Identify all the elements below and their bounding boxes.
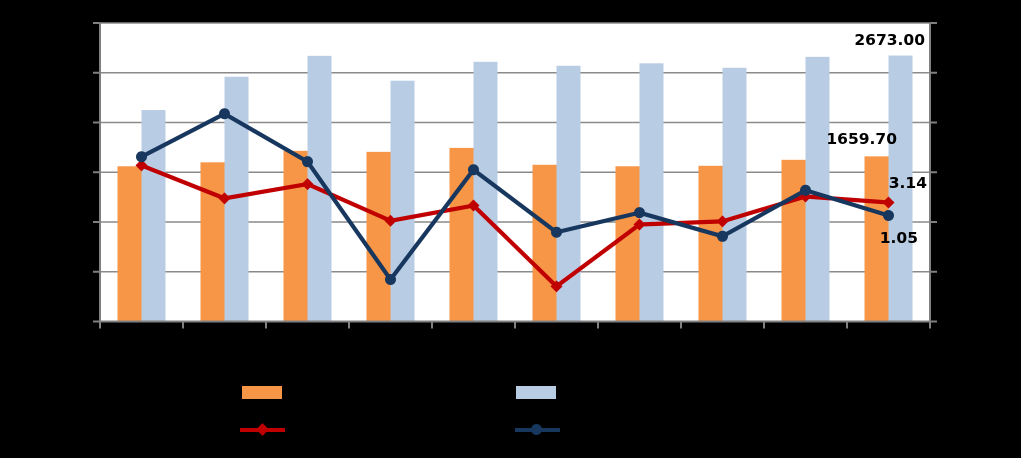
- red-line-marker-2: [218, 192, 231, 205]
- data-label-lightblue-bars: 2673.00: [854, 31, 925, 49]
- navy-line-marker-1: [136, 151, 147, 163]
- navy-line-marker-10: [883, 209, 894, 221]
- orange-bars-bar-9: [781, 159, 806, 322]
- orange-bars-bar-4: [366, 151, 391, 322]
- legend-marker-red-line-icon: [240, 423, 285, 436]
- red-line-marker-8: [716, 215, 729, 228]
- lightblue-bars-bar-5: [473, 61, 498, 322]
- red-line-marker-3: [301, 178, 314, 191]
- red-line-marker-7: [633, 218, 646, 231]
- lightblue-bars-bar-8: [722, 67, 747, 322]
- lightblue-bars-bar-1: [141, 110, 166, 322]
- red-line-marker-5: [467, 199, 480, 212]
- navy-line-marker-6: [551, 226, 562, 238]
- red-line-marker-4: [384, 214, 397, 227]
- data-label-navy-line: 1.05: [879, 229, 918, 247]
- navy-line: [140, 111, 890, 282]
- lightblue-bars-bar-10: [888, 55, 913, 322]
- navy-line-marker-4: [385, 274, 396, 286]
- legend-red-diamond-icon: [256, 423, 269, 436]
- orange-bars-bar-10: [864, 156, 889, 322]
- navy-line-marker-9: [800, 184, 811, 196]
- navy-line-marker-7: [634, 207, 645, 219]
- red-line-marker-10: [882, 196, 895, 209]
- red-line-marker-1: [135, 159, 148, 172]
- navy-line-marker-2: [219, 108, 230, 120]
- orange-bars-bar-6: [532, 164, 557, 322]
- legend-marker-navy-line-icon: [515, 423, 560, 436]
- legend-swatch-lightblue-bars-icon: [516, 386, 556, 399]
- navy-line-marker-5: [468, 164, 479, 176]
- lightblue-bars-bar-4: [390, 80, 415, 322]
- navy-line-marker-8: [717, 230, 728, 242]
- data-label-orange-bars: 1659.70: [826, 130, 897, 148]
- orange-bars-bar-1: [117, 166, 142, 322]
- orange-bars-bar-3: [283, 150, 308, 322]
- legend-swatch-orange-bars-icon: [242, 386, 282, 399]
- navy-line-marker-3: [302, 156, 313, 168]
- red-line: [140, 163, 889, 289]
- orange-bars-bar-7: [615, 166, 640, 322]
- legend-navy-circle-icon: [531, 424, 542, 435]
- orange-bars-bar-8: [698, 165, 723, 322]
- red-line-marker-6: [550, 280, 563, 293]
- lightblue-bars-bar-7: [639, 63, 664, 322]
- data-label-red-line: 3.14: [888, 174, 927, 192]
- orange-bars-bar-2: [200, 162, 225, 322]
